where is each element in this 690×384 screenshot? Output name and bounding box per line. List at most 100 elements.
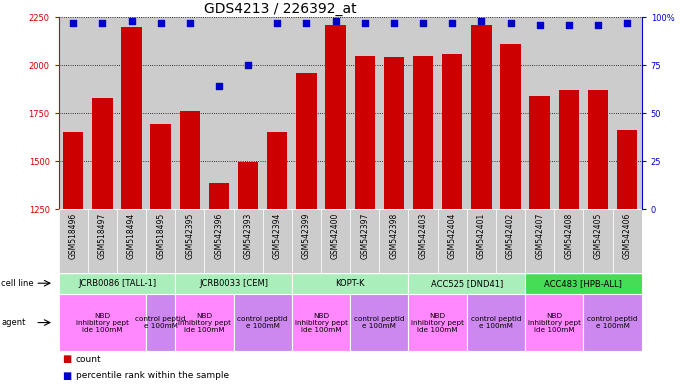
Text: ACC525 [DND41]: ACC525 [DND41] xyxy=(431,279,503,288)
Point xyxy=(330,18,341,24)
Bar xyxy=(267,132,288,384)
Point xyxy=(155,20,166,26)
Text: GSM518495: GSM518495 xyxy=(156,212,165,259)
Text: GSM518497: GSM518497 xyxy=(98,212,107,259)
Point xyxy=(301,20,312,26)
Text: JCRB0086 [TALL-1]: JCRB0086 [TALL-1] xyxy=(78,279,156,288)
Point xyxy=(359,20,371,26)
Bar xyxy=(554,209,584,273)
Text: ■: ■ xyxy=(62,354,71,364)
Point xyxy=(126,18,137,24)
Title: GDS4213 / 226392_at: GDS4213 / 226392_at xyxy=(204,2,357,16)
Text: KOPT-K: KOPT-K xyxy=(335,279,365,288)
Bar xyxy=(209,184,229,384)
Bar xyxy=(175,294,233,351)
Point xyxy=(446,20,457,26)
Text: GSM542404: GSM542404 xyxy=(448,212,457,259)
Bar xyxy=(408,294,466,351)
Bar xyxy=(117,209,146,273)
Bar xyxy=(442,54,462,384)
Bar xyxy=(321,209,351,273)
Bar xyxy=(584,294,642,351)
Text: ■: ■ xyxy=(62,371,71,381)
Bar xyxy=(292,273,408,294)
Bar xyxy=(175,209,204,273)
Bar xyxy=(437,209,467,273)
Text: GSM542395: GSM542395 xyxy=(186,212,195,259)
Text: NBD
inhibitory pept
ide 100mM: NBD inhibitory pept ide 100mM xyxy=(76,313,129,333)
Bar xyxy=(92,98,112,384)
Bar xyxy=(384,57,404,384)
Bar xyxy=(613,209,642,273)
Bar xyxy=(146,209,175,273)
Text: GSM542393: GSM542393 xyxy=(244,212,253,259)
Bar xyxy=(525,209,554,273)
Point xyxy=(505,20,516,26)
Text: percentile rank within the sample: percentile rank within the sample xyxy=(76,371,229,380)
Bar xyxy=(292,294,351,351)
Point xyxy=(213,83,224,89)
Text: GSM542398: GSM542398 xyxy=(389,212,398,259)
Bar xyxy=(351,294,408,351)
Point xyxy=(563,22,574,28)
Bar xyxy=(146,294,175,351)
Text: GSM542407: GSM542407 xyxy=(535,212,544,259)
Text: GSM542401: GSM542401 xyxy=(477,212,486,259)
Bar xyxy=(466,294,525,351)
Bar xyxy=(355,56,375,384)
Text: NBD
inhibitory pept
ide 100mM: NBD inhibitory pept ide 100mM xyxy=(528,313,581,333)
Text: GSM542400: GSM542400 xyxy=(331,212,340,259)
Text: cell line: cell line xyxy=(1,279,34,288)
Bar xyxy=(121,27,141,384)
Bar xyxy=(559,90,579,384)
Bar xyxy=(175,273,292,294)
Bar xyxy=(525,273,642,294)
Text: GSM518496: GSM518496 xyxy=(69,212,78,259)
Text: control peptid
e 100mM: control peptid e 100mM xyxy=(237,316,288,329)
Bar xyxy=(584,209,613,273)
Bar xyxy=(233,209,263,273)
Text: NBD
inhibitory pept
ide 100mM: NBD inhibitory pept ide 100mM xyxy=(178,313,231,333)
Text: NBD
inhibitory pept
ide 100mM: NBD inhibitory pept ide 100mM xyxy=(295,313,348,333)
Bar xyxy=(233,294,292,351)
Text: GSM542406: GSM542406 xyxy=(622,212,631,259)
Text: GSM542399: GSM542399 xyxy=(302,212,311,259)
Point xyxy=(97,20,108,26)
Bar xyxy=(380,209,408,273)
Point xyxy=(243,62,254,68)
Bar xyxy=(88,209,117,273)
Bar xyxy=(496,209,525,273)
Text: GSM542403: GSM542403 xyxy=(419,212,428,259)
Bar xyxy=(466,209,496,273)
Text: agent: agent xyxy=(1,318,26,327)
Text: control peptid
e 100mM: control peptid e 100mM xyxy=(587,316,638,329)
Bar xyxy=(263,209,292,273)
Bar xyxy=(179,111,200,384)
Text: GSM542397: GSM542397 xyxy=(360,212,369,259)
Text: control peptid
e 100mM: control peptid e 100mM xyxy=(135,316,186,329)
Point xyxy=(476,18,487,24)
Point xyxy=(68,20,79,26)
Bar xyxy=(238,162,258,384)
Text: GSM542408: GSM542408 xyxy=(564,212,573,259)
Point xyxy=(622,20,633,26)
Point xyxy=(272,20,283,26)
Bar xyxy=(204,209,233,273)
Point xyxy=(593,22,604,28)
Text: ACC483 [HPB-ALL]: ACC483 [HPB-ALL] xyxy=(544,279,622,288)
Text: GSM542394: GSM542394 xyxy=(273,212,282,259)
Bar xyxy=(500,44,521,384)
Bar xyxy=(471,25,491,384)
Bar xyxy=(413,56,433,384)
Text: GSM542402: GSM542402 xyxy=(506,212,515,259)
Text: GSM518494: GSM518494 xyxy=(127,212,136,259)
Point xyxy=(534,22,545,28)
Text: NBD
inhibitory pept
ide 100mM: NBD inhibitory pept ide 100mM xyxy=(411,313,464,333)
Text: JCRB0033 [CEM]: JCRB0033 [CEM] xyxy=(199,279,268,288)
Bar xyxy=(326,25,346,384)
Bar xyxy=(408,209,437,273)
Bar xyxy=(63,132,83,384)
Bar xyxy=(296,73,317,384)
Bar xyxy=(59,209,88,273)
Point xyxy=(417,20,428,26)
